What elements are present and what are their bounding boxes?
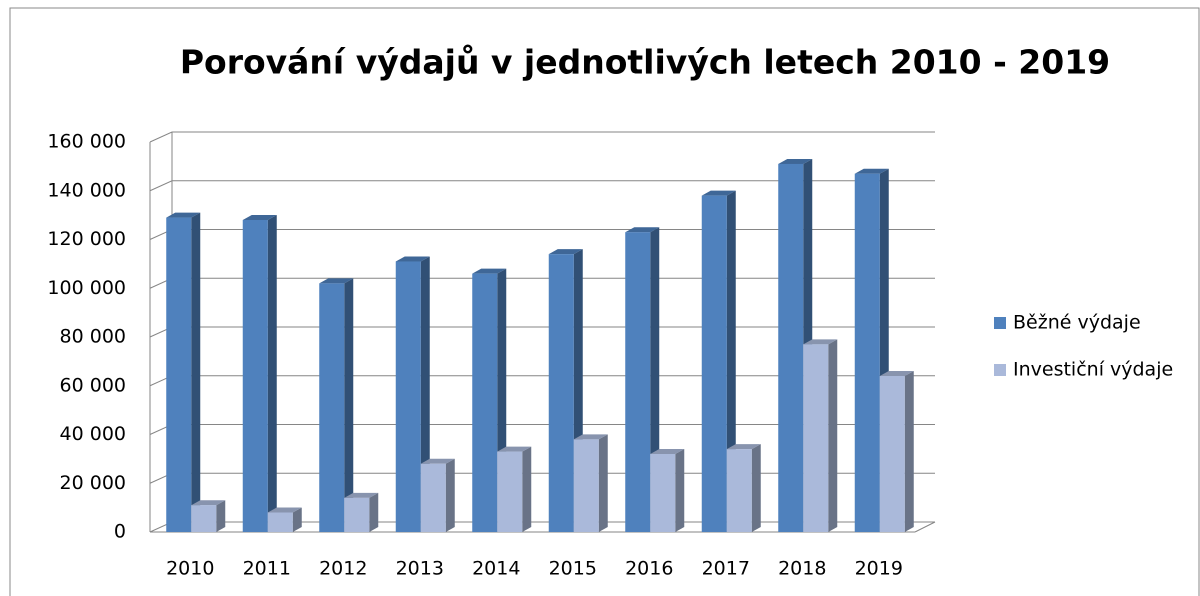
x-tick-label: 2018 [778, 558, 826, 580]
bar [319, 283, 345, 532]
bar-top [625, 227, 660, 233]
bar-top [854, 168, 889, 174]
bar-top [242, 215, 277, 220]
bar-side [598, 434, 608, 532]
bar-top [395, 256, 430, 262]
y-tick-label: 140 000 [47, 179, 126, 201]
y-tick-label: 120 000 [47, 228, 126, 250]
floor-line [914, 521, 936, 533]
bar-side [191, 212, 201, 532]
x-tick-label: 2010 [166, 558, 214, 580]
bar-side [828, 339, 838, 532]
bar [497, 451, 523, 532]
bar [548, 254, 574, 532]
bar [854, 173, 880, 532]
bar [879, 376, 905, 532]
bar-top [267, 507, 302, 513]
bar-top [191, 500, 226, 506]
y-tick-label: 80 000 [60, 326, 126, 348]
x-tick-label: 2011 [243, 558, 291, 580]
x-tick-label: 2014 [472, 558, 520, 580]
bar-top [497, 446, 532, 452]
legend-label: Běžné výdaje [1013, 312, 1141, 334]
bar [420, 463, 446, 532]
chart-title: Porování výdajů v jednotlivých letech 20… [180, 43, 1110, 82]
bar [191, 505, 217, 532]
bar-top [472, 268, 507, 274]
bar [778, 163, 804, 532]
bar-top [879, 371, 914, 376]
bar-top [726, 444, 761, 450]
bar-top [420, 458, 455, 464]
y-tick-label: 160 000 [47, 131, 126, 153]
bar [650, 454, 676, 532]
bar [803, 344, 829, 532]
bar [166, 217, 192, 532]
bar-top [573, 434, 608, 440]
bar-side [267, 215, 277, 532]
y-tick-label: 20 000 [60, 472, 126, 494]
legend-swatch [994, 317, 1006, 329]
legend-swatch [994, 364, 1006, 376]
bar-side [216, 500, 226, 532]
y-tick-label: 60 000 [60, 374, 126, 396]
bar-top [650, 449, 685, 454]
x-tick-label: 2019 [855, 558, 903, 580]
bar-side [675, 449, 685, 532]
bar-side [445, 458, 455, 532]
bar-top [319, 278, 354, 284]
bar [701, 195, 727, 532]
bar [267, 512, 293, 532]
y-tick-label: 100 000 [47, 277, 126, 299]
y-tick-label: 0 [114, 521, 126, 543]
bar [344, 497, 370, 532]
bar-side [292, 507, 302, 532]
bar-side [344, 278, 354, 532]
bar-side [522, 446, 532, 532]
grid-line [149, 180, 935, 192]
grid-line [149, 131, 935, 143]
bar-top [166, 212, 201, 218]
legend-label: Investiční výdaje [1013, 359, 1173, 381]
bar [472, 273, 498, 532]
y-tick-label: 40 000 [60, 423, 126, 445]
x-tick-label: 2015 [549, 558, 597, 580]
bar-side [369, 492, 379, 532]
x-tick-label: 2013 [396, 558, 444, 580]
bar-top [701, 190, 736, 196]
bar-top [344, 492, 379, 498]
bar [573, 439, 599, 532]
bar-side [904, 371, 914, 532]
bar-top [548, 249, 583, 255]
x-tick-label: 2016 [625, 558, 673, 580]
bar-side [751, 444, 761, 532]
bar-top [778, 158, 813, 164]
bar [242, 220, 268, 532]
bar-top [803, 339, 838, 345]
x-tick-label: 2012 [319, 558, 367, 580]
x-tick-label: 2017 [702, 558, 750, 580]
bar [625, 232, 651, 532]
bar [726, 449, 752, 532]
bar [395, 261, 421, 532]
